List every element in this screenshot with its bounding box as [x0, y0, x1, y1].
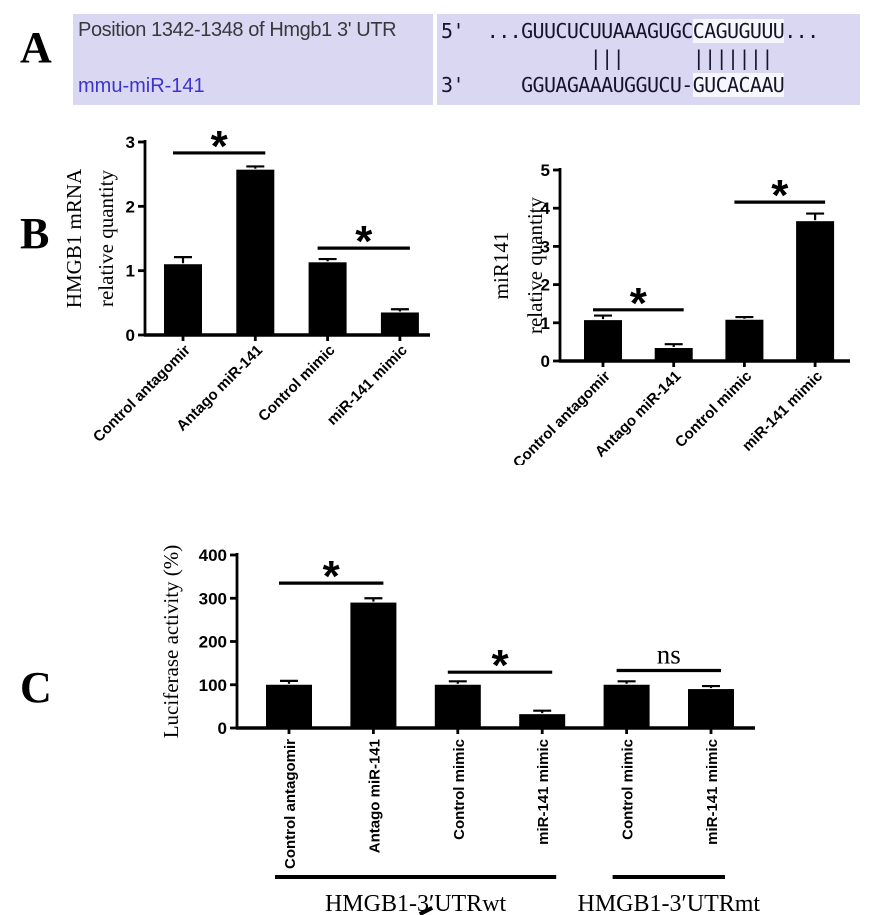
bar-control-mimic — [308, 262, 347, 335]
bar-antago-mir-141 — [654, 348, 693, 361]
y-tick-label: 300 — [199, 589, 227, 608]
luciferase-bar-chart: 0 100 200 300 400 Control antagomir Antago miR… — [60, 538, 810, 915]
panel-a-label: A — [20, 23, 52, 72]
mir141-bar-chart: 0 1 2 3 4 5 Control antagomir Antago miR-141 Con… — [450, 128, 877, 472]
target-sequence-start: 5' ...GUUCUCUUAAAGUGC — [441, 19, 693, 43]
y-axis-title: miR141 relative quantity — [489, 196, 547, 334]
y-tick-label: 2 — [126, 197, 135, 216]
bar-antago-mir-141 — [350, 602, 397, 728]
mirna-sequence-start: 3' GGUAGAAAUGGUCU- — [441, 73, 693, 97]
group-label: HMGB1-3′UTRwt — [325, 891, 507, 915]
group-label: HMGB1-3′UTRmt — [578, 891, 761, 915]
bar-mir-141-mimic — [688, 689, 734, 728]
hmgb1-mrna-bar-chart: 0 1 2 3 Control antagomir Antago miR-141 Contr… — [50, 122, 450, 470]
significance-label: * — [355, 217, 373, 266]
bar-control-mimic — [725, 319, 764, 361]
significance-label: ns — [657, 639, 681, 669]
target-position-text: Position 1342-1348 of Hmgb1 3' UTR — [78, 19, 397, 41]
bar-control-antagomir — [164, 264, 202, 335]
x-category-label: Antago miR-141 — [366, 739, 383, 853]
bar-mir-141-mimic — [380, 312, 419, 335]
significance-label: * — [630, 279, 648, 328]
target-sequence-end: ... — [784, 19, 819, 43]
mirna-seed-match: GUCACAAU — [692, 73, 785, 97]
panel-c-label: C — [20, 663, 52, 712]
y-tick-label: 200 — [199, 633, 227, 652]
x-category-label: Control antagomir — [282, 739, 299, 869]
bar-control-mimic — [434, 684, 481, 728]
x-category-label: Control mimic — [255, 342, 338, 425]
y-tick-label: 0 — [218, 719, 227, 738]
alignment-info-box: Position 1342-1348 of Hmgb1 3' UTR mmu-m… — [73, 14, 433, 105]
y-tick-label: 400 — [199, 546, 227, 565]
target-seed-match: CAGUGUUU — [692, 19, 785, 43]
panel-b-label: B — [20, 209, 50, 258]
y-tick-label: 1 — [126, 262, 135, 281]
x-category-label: Control mimic — [451, 739, 468, 840]
y-tick-label: 5 — [541, 161, 550, 180]
target-sequence-line: 5' ...GUUCUCUUAAAGUGCCAGUGUUU... — [441, 18, 860, 45]
y-axis-title: HMGB1 mRNA relative quantity — [62, 168, 118, 308]
y-tick-label: 100 — [199, 676, 227, 695]
alignment-sequence-box: 5' ...GUUCUCUUAAAGUGCCAGUGUUU... ||| |||… — [437, 14, 860, 105]
x-category-label: Control mimic — [620, 739, 637, 840]
y-tick-label: 0 — [541, 352, 550, 371]
bar-antago-mir-141 — [236, 169, 275, 335]
mirna-name-text: mmu-miR-141 — [78, 75, 205, 97]
x-category-label: Control antagomir — [90, 342, 194, 446]
y-tick-label: 3 — [541, 237, 550, 256]
base-pairing-line: ||| ||||||| — [441, 46, 774, 70]
significance-label: * — [323, 552, 341, 601]
bar-mir-141-mimic — [519, 714, 566, 728]
bar-mir-141-mimic — [796, 221, 835, 361]
y-axis-title: Luciferase activity (%) — [159, 545, 183, 739]
significance-label: * — [771, 171, 789, 220]
y-tick-label: 0 — [126, 326, 135, 345]
bar-control-antagomir — [584, 320, 622, 361]
x-category-label: miR-141 mimic — [535, 739, 552, 845]
bar-control-antagomir — [266, 684, 312, 728]
y-tick-label: 4 — [541, 199, 551, 218]
mirna-target-alignment: Position 1342-1348 of Hmgb1 3' UTR mmu-m… — [73, 14, 860, 105]
luciferase-svg: 0 100 200 300 400 Control antagomir Antago miR… — [159, 545, 761, 915]
significance-label: * — [211, 128, 229, 171]
x-category-label: miR-141 mimic — [704, 739, 721, 845]
y-tick-label: 3 — [126, 133, 135, 152]
y-tick-label: 1 — [541, 314, 550, 333]
mirna-sequence-line: 3' GGUAGAAAUGGUCU-GUCACAAU — [441, 72, 860, 99]
significance-label: * — [491, 641, 509, 690]
y-tick-label: 2 — [541, 276, 550, 295]
bar-control-mimic — [603, 684, 650, 728]
